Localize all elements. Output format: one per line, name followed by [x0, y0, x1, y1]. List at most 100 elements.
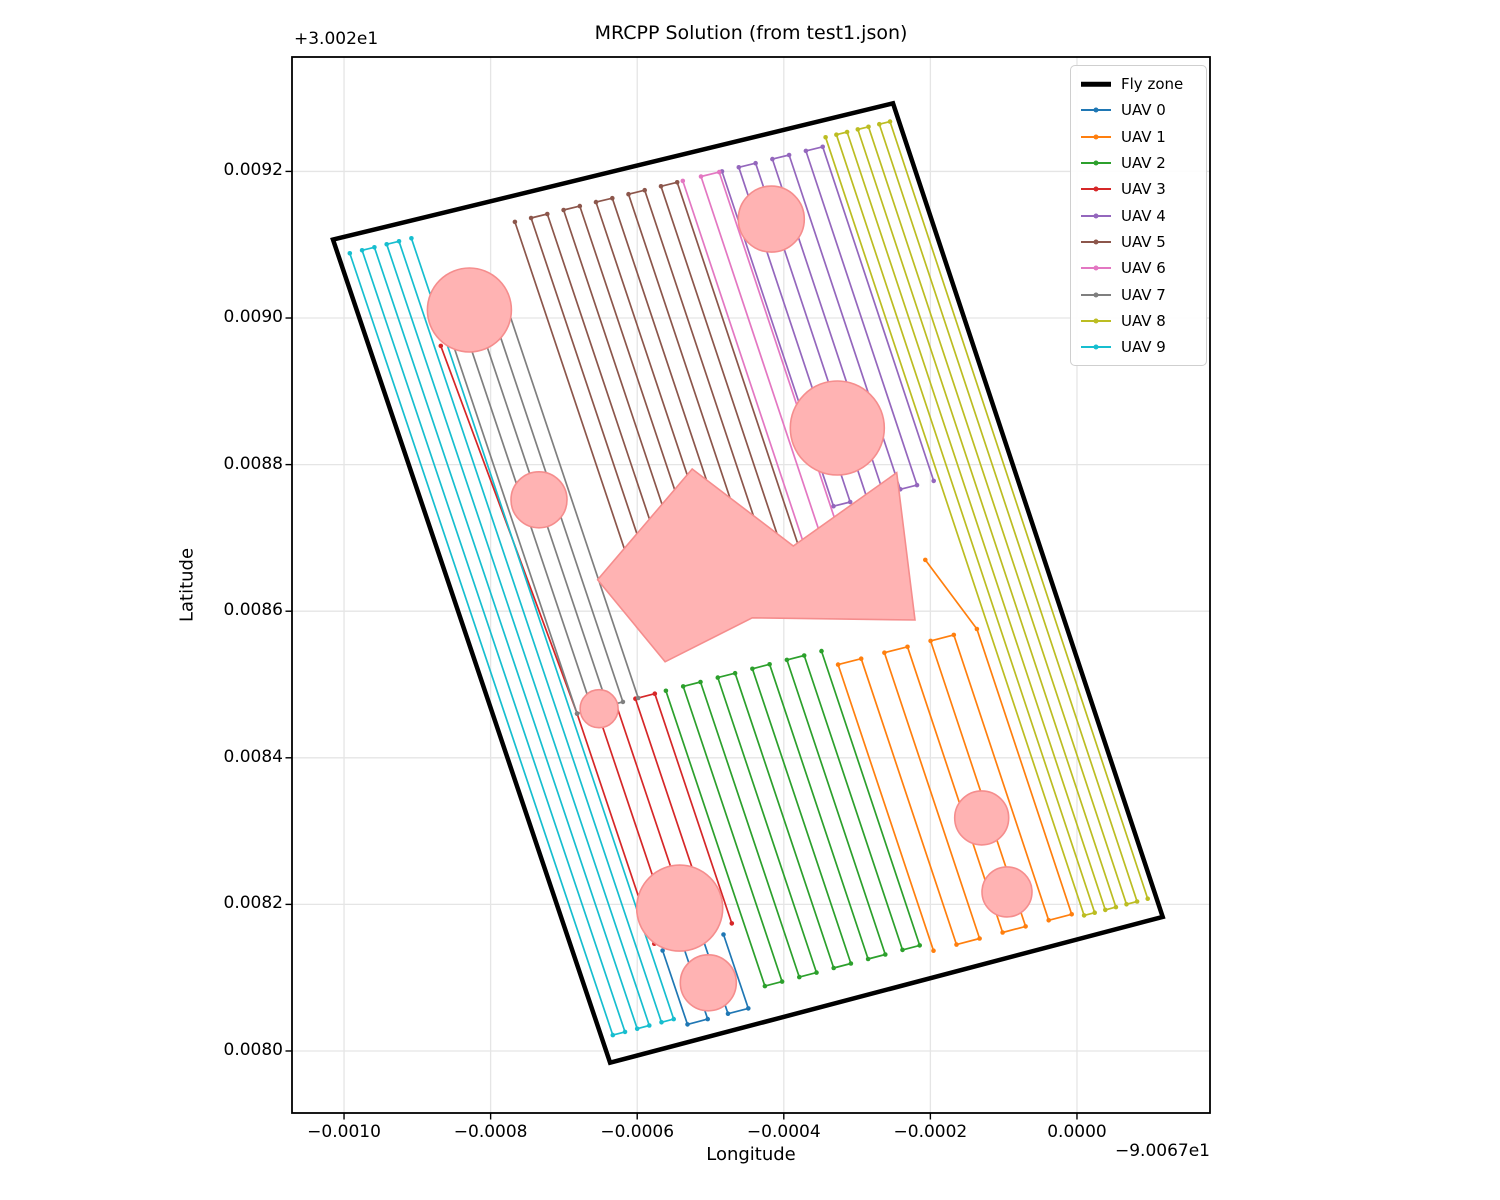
- y-tick-label: 0.0084: [223, 746, 283, 767]
- waypoint-marker: [844, 129, 850, 135]
- x-tick-label: −0.0010: [307, 1122, 381, 1142]
- waypoint-marker: [753, 160, 758, 166]
- waypoint-marker: [784, 657, 790, 663]
- waypoint-marker: [721, 932, 726, 937]
- waypoint-marker: [372, 245, 377, 250]
- obstacle-circle-0: [426, 267, 513, 353]
- legend-item-uav-6-label: UAV 6: [1121, 259, 1166, 278]
- waypoint-marker: [865, 956, 871, 962]
- legend-item-uav-6: UAV 6: [1071, 255, 1206, 281]
- fly-zone-boundary: [330, 100, 1166, 1066]
- legend-item-uav-4-label: UAV 4: [1121, 206, 1166, 225]
- waypoint-marker: [561, 207, 566, 213]
- waypoint-marker: [574, 711, 580, 716]
- waypoint-marker: [736, 165, 742, 170]
- waypoint-marker: [931, 948, 936, 953]
- legend-item-uav-7-label: UAV 7: [1121, 285, 1166, 304]
- waypoint-marker: [1000, 930, 1005, 935]
- x-tick-label: −0.0004: [746, 1122, 821, 1142]
- y-tick-label: 0.0088: [223, 453, 283, 474]
- axes-spines: [291, 56, 1211, 1114]
- waypoint-marker: [866, 124, 871, 130]
- waypoint-marker: [396, 239, 402, 244]
- waypoint-marker: [610, 1032, 616, 1038]
- waypoint-marker: [797, 974, 802, 980]
- waypoint-marker: [1113, 904, 1119, 910]
- legend-item-uav-4-sample: [1081, 212, 1111, 220]
- legend-item-uav-1-label: UAV 1: [1121, 127, 1166, 146]
- waypoint-marker: [635, 695, 641, 701]
- waypoint-marker: [409, 236, 414, 241]
- waypoint-marker: [716, 169, 722, 175]
- waypoint-marker: [698, 679, 703, 685]
- waypoint-marker: [384, 242, 390, 247]
- legend-item-uav-5-sample: [1081, 238, 1111, 246]
- legend-item-uav-2-label: UAV 2: [1121, 154, 1166, 173]
- waypoint-marker: [823, 135, 828, 140]
- legend-item-uav-5: UAV 5: [1071, 229, 1206, 255]
- waypoint-marker: [1103, 907, 1108, 913]
- y-tick-label: 0.0090: [223, 307, 283, 327]
- legend-item-uav-4: UAV 4: [1071, 202, 1206, 228]
- legend: Fly zone UAV 0 UAV 1 UAV 2 UAV 3 UAV 4 UAV 5 UA…: [1070, 65, 1207, 367]
- legend-item-uav-2-sample: [1081, 159, 1111, 167]
- waypoint-marker: [438, 343, 444, 349]
- waypoint-marker: [1145, 896, 1150, 901]
- obstacle-circle-3: [635, 864, 724, 952]
- waypoint-marker: [577, 203, 583, 209]
- uav-9-polyline: [348, 238, 675, 1036]
- uav-path-8: [823, 119, 1150, 918]
- waypoint-marker: [512, 219, 518, 225]
- y-axis-label: Latitude: [176, 547, 198, 623]
- legend-item-uav-1: UAV 1: [1071, 124, 1206, 150]
- waypoint-marker: [819, 648, 824, 654]
- waypoint-marker: [642, 187, 647, 193]
- waypoint-marker: [877, 121, 882, 127]
- waypoint-marker: [660, 948, 665, 953]
- waypoint-marker: [622, 1029, 628, 1035]
- waypoint-marker: [905, 644, 910, 650]
- legend-item-fly-zone: Fly zone: [1071, 71, 1206, 97]
- waypoint-marker: [610, 195, 615, 201]
- x-axis-label: Longitude: [706, 1144, 796, 1165]
- waypoint-marker: [593, 199, 599, 205]
- waypoint-marker: [1124, 902, 1129, 907]
- chart-title: MRCPP Solution (from test1.json): [594, 22, 908, 44]
- waypoint-marker: [900, 947, 905, 953]
- waypoint-marker: [1134, 899, 1140, 904]
- waypoint-marker: [746, 1006, 751, 1011]
- legend-item-uav-9: UAV 9: [1071, 334, 1206, 360]
- legend-item-uav-2: UAV 2: [1071, 150, 1206, 176]
- waypoint-marker: [725, 1011, 731, 1016]
- waypoint-marker: [680, 178, 686, 184]
- uav-6-polyline: [681, 171, 848, 566]
- waypoint-marker: [680, 684, 686, 689]
- legend-item-uav-1-sample: [1081, 133, 1111, 141]
- waypoint-marker: [1046, 918, 1051, 923]
- legend-item-uav-3-label: UAV 3: [1121, 180, 1166, 199]
- waypoint-marker: [347, 251, 353, 256]
- uav-8-polyline: [824, 120, 1149, 917]
- waypoint-marker: [770, 156, 775, 162]
- waypoint-marker: [847, 499, 853, 505]
- waypoint-marker: [914, 482, 920, 488]
- uav-path-1: [835, 557, 1074, 953]
- legend-item-uav-7: UAV 7: [1071, 281, 1206, 307]
- x-tick-label: −0.0008: [453, 1122, 528, 1142]
- waypoint-marker: [928, 638, 933, 644]
- waypoint-marker: [671, 1016, 676, 1022]
- waypoint-marker: [659, 1020, 664, 1025]
- waypoint-marker: [887, 119, 893, 124]
- obstacle-circle-8: [981, 866, 1033, 918]
- legend-item-uav-8-sample: [1081, 317, 1111, 325]
- waypoint-marker: [647, 1023, 652, 1028]
- waypoint-marker: [954, 942, 959, 947]
- waypoint-marker: [1081, 913, 1087, 918]
- waypoint-marker: [923, 557, 928, 563]
- y-tick-label: 0.0086: [223, 600, 283, 621]
- legend-item-uav-6-sample: [1081, 264, 1111, 272]
- obstacle-circle-1: [510, 470, 568, 529]
- obstacle-polygon: [596, 467, 916, 663]
- waypoint-marker: [626, 191, 631, 197]
